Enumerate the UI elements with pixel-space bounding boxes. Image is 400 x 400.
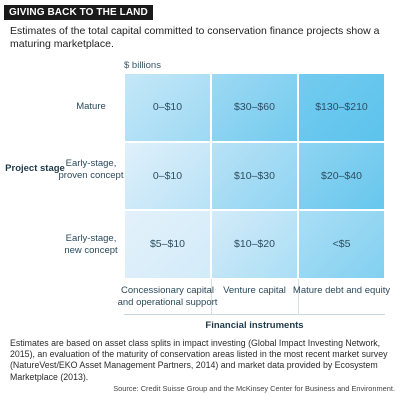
- source-note: Source: Credit Suisse Group and the McKi…: [113, 384, 395, 393]
- heatmap-cell: <$5: [298, 210, 385, 279]
- chart-subtitle: Estimates of the total capital committed…: [10, 25, 380, 50]
- heatmap-cell: $10–$20: [211, 210, 298, 279]
- column-label: Venture capital: [223, 285, 286, 296]
- x-axis-line: [124, 314, 385, 315]
- column-label: Mature debt and equity: [292, 285, 391, 296]
- unit-label: $ billions: [124, 60, 161, 71]
- heatmap-cell: $30–$60: [211, 73, 298, 142]
- heatmap-cell: $20–$40: [298, 141, 385, 211]
- row-label: Early-stage, proven concept: [58, 157, 124, 181]
- y-axis-title: Project stage: [5, 163, 65, 174]
- heatmap-cell: $130–$210: [298, 73, 385, 142]
- x-axis-title: Financial instruments: [205, 320, 304, 331]
- row-label: Mature: [76, 101, 106, 113]
- heatmap-grid: 0–$10 $30–$60 $130–$210 0–$10 $10–$30 $20–$40…: [124, 73, 385, 279]
- chart-title: GIVING BACK TO THE LAND: [4, 5, 153, 20]
- heatmap-cell: 0–$10: [124, 141, 211, 211]
- column-label: Concessionary capital and operational su…: [117, 285, 218, 308]
- heatmap-cell: $5–$10: [124, 210, 211, 279]
- heatmap-cell: $10–$30: [211, 141, 298, 211]
- heatmap-cell: 0–$10: [124, 73, 211, 142]
- footnote: Estimates are based on asset class split…: [10, 338, 388, 382]
- row-label: Early-stage, new concept: [64, 232, 118, 256]
